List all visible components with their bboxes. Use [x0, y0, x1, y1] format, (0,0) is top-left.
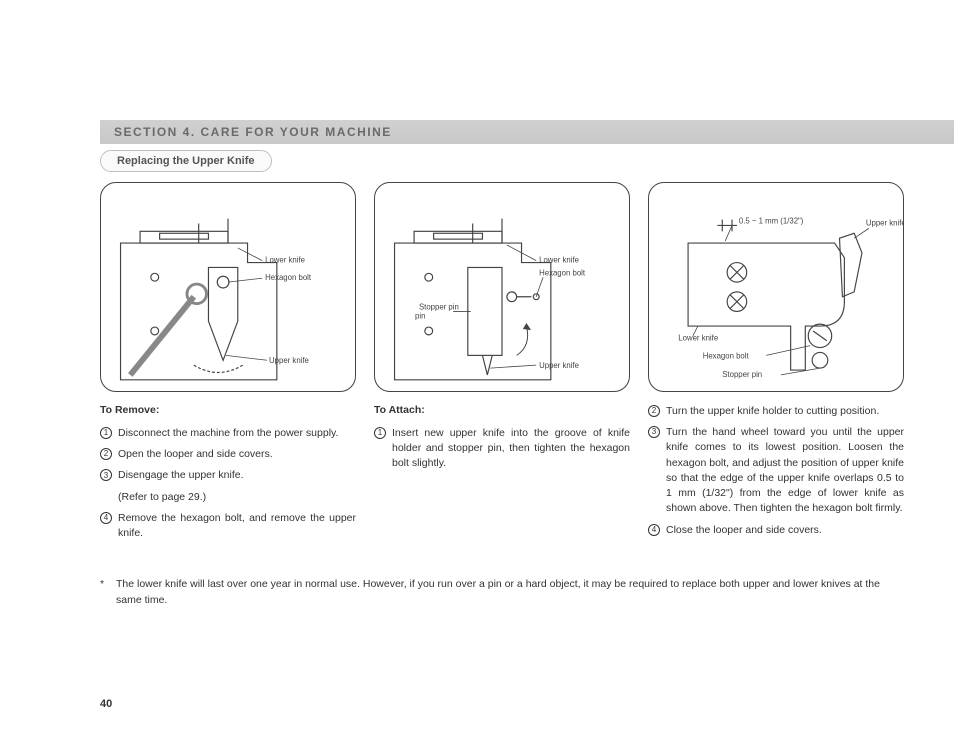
step-number-icon: 3 — [648, 426, 660, 438]
step-number-icon: 1 — [374, 427, 386, 439]
label-measurement: 0.5 ~ 1 mm (1/32") — [739, 217, 804, 226]
step-item: 4 Close the looper and side covers. — [648, 523, 904, 538]
step-number-icon: 2 — [648, 405, 660, 417]
step-item: 3 Turn the hand wheel toward you until t… — [648, 425, 904, 516]
label-stopper-pin: Stopper pin — [419, 302, 459, 311]
step-number-icon: 2 — [100, 448, 112, 460]
step-number-icon: 4 — [648, 524, 660, 536]
column-adjust: 0.5 ~ 1 mm (1/32") Upper knife Lower kni… — [648, 182, 904, 544]
bullet-icon: * — [100, 577, 108, 609]
step-text: Close the looper and side covers. — [666, 523, 904, 538]
label-lower-knife: Lower knife — [539, 256, 579, 265]
column-remove: Lower knife Hexagon bolt Upper knife To … — [100, 182, 356, 547]
heading-remove: To Remove: — [100, 404, 356, 416]
label-upper-knife: Upper knife — [539, 361, 579, 370]
label-stopper-pin-2: pin — [415, 311, 425, 320]
label-lower-knife: Lower knife — [678, 334, 718, 343]
label-hexagon-bolt: Hexagon bolt — [265, 273, 312, 282]
label-hexagon-bolt: Hexagon bolt — [703, 351, 750, 360]
subheading-pill: Replacing the Upper Knife — [100, 150, 272, 172]
column-attach: Lower knife Hexagon bolt Stopper pin pin… — [374, 182, 630, 478]
step-item: 1 Insert new upper knife into the groove… — [374, 426, 630, 472]
label-stopper-pin: Stopper pin — [722, 370, 762, 379]
step-number-icon: 4 — [100, 512, 112, 524]
step-text: Disengage the upper knife. — [118, 468, 356, 483]
step-item: 4 Remove the hexagon bolt, and remove th… — [100, 511, 356, 541]
heading-attach: To Attach: — [374, 404, 630, 416]
step-number-icon: 1 — [100, 427, 112, 439]
three-column-layout: Lower knife Hexagon bolt Upper knife To … — [100, 182, 904, 547]
step-text: Open the looper and side covers. — [118, 447, 356, 462]
label-lower-knife: Lower knife — [265, 256, 305, 265]
figure-attach: Lower knife Hexagon bolt Stopper pin pin… — [374, 182, 630, 392]
footnote: * The lower knife will last over one yea… — [100, 577, 904, 609]
step-text: Insert new upper knife into the groove o… — [392, 426, 630, 472]
step-text: Remove the hexagon bolt, and remove the … — [118, 511, 356, 541]
step-subtext: (Refer to page 29.) — [118, 490, 356, 505]
figure-remove: Lower knife Hexagon bolt Upper knife — [100, 182, 356, 392]
step-item: 1 Disconnect the machine from the power … — [100, 426, 356, 441]
step-item: 2 Turn the upper knife holder to cutting… — [648, 404, 904, 419]
label-upper-knife: Upper knife — [866, 218, 903, 227]
step-item: 2 Open the looper and side covers. — [100, 447, 356, 462]
step-number-icon: 3 — [100, 469, 112, 481]
figure-adjust: 0.5 ~ 1 mm (1/32") Upper knife Lower kni… — [648, 182, 904, 392]
step-item: 3 Disengage the upper knife. — [100, 468, 356, 483]
label-hexagon-bolt: Hexagon bolt — [539, 268, 586, 277]
step-text: Turn the hand wheel toward you until the… — [666, 425, 904, 516]
footnote-text: The lower knife will last over one year … — [116, 577, 904, 609]
page-number: 40 — [100, 698, 112, 710]
section-header-bar: SECTION 4. CARE FOR YOUR MACHINE — [100, 120, 954, 144]
label-upper-knife: Upper knife — [269, 356, 309, 365]
step-text: Turn the upper knife holder to cutting p… — [666, 404, 904, 419]
step-text: Disconnect the machine from the power su… — [118, 426, 356, 441]
